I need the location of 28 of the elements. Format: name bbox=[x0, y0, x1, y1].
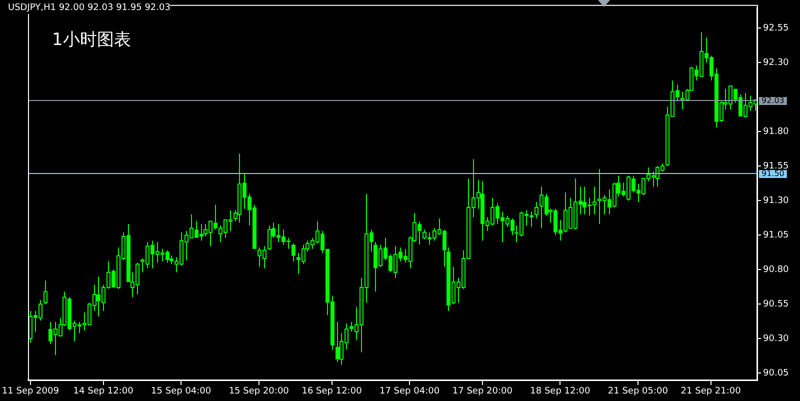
y-tick-label: 91.30 bbox=[763, 196, 790, 206]
x-tick-label: 11 Sep 2009 bbox=[2, 386, 60, 397]
candlestick bbox=[292, 242, 296, 262]
y-tick-label: 92.55 bbox=[763, 23, 789, 34]
y-tick-label: 90.05 bbox=[763, 368, 789, 378]
y-tick-label: 90.55 bbox=[763, 299, 789, 310]
x-tick-label: 18 Sep 12:00 bbox=[530, 386, 590, 397]
ref-line-label: 91.50 bbox=[762, 169, 784, 178]
candlestick bbox=[534, 201, 538, 220]
y-tick-label: 91.55 bbox=[763, 161, 789, 172]
x-tick-label: 16 Sep 12:00 bbox=[302, 386, 362, 397]
candlestick bbox=[44, 280, 48, 305]
y-tick-label: 90.80 bbox=[763, 264, 790, 275]
y-tick-label: 91.80 bbox=[763, 126, 790, 137]
x-tick-label: 17 Sep 04:00 bbox=[379, 386, 440, 397]
candlestick bbox=[336, 322, 340, 363]
x-tick-label: 15 Sep 04:00 bbox=[151, 386, 212, 397]
x-tick-label: 14 Sep 12:00 bbox=[73, 386, 134, 397]
x-tick-label: 21 Sep 21:00 bbox=[680, 386, 742, 397]
y-tick-label: 91.05 bbox=[763, 230, 789, 240]
ref-line-label: 92.03 bbox=[762, 96, 784, 106]
chart-title: USDJPY,H1 92.00 92.03 91.95 92.03 bbox=[8, 3, 170, 14]
x-tick-label: 17 Sep 20:00 bbox=[452, 386, 513, 397]
annotation: 1小时图表 bbox=[52, 29, 131, 51]
x-tick-label: 15 Sep 20:00 bbox=[228, 386, 290, 397]
y-tick-label: 90.30 bbox=[763, 334, 790, 344]
y-tick-label: 92.30 bbox=[763, 58, 790, 68]
x-tick-label: 21 Sep 05:00 bbox=[608, 386, 668, 397]
